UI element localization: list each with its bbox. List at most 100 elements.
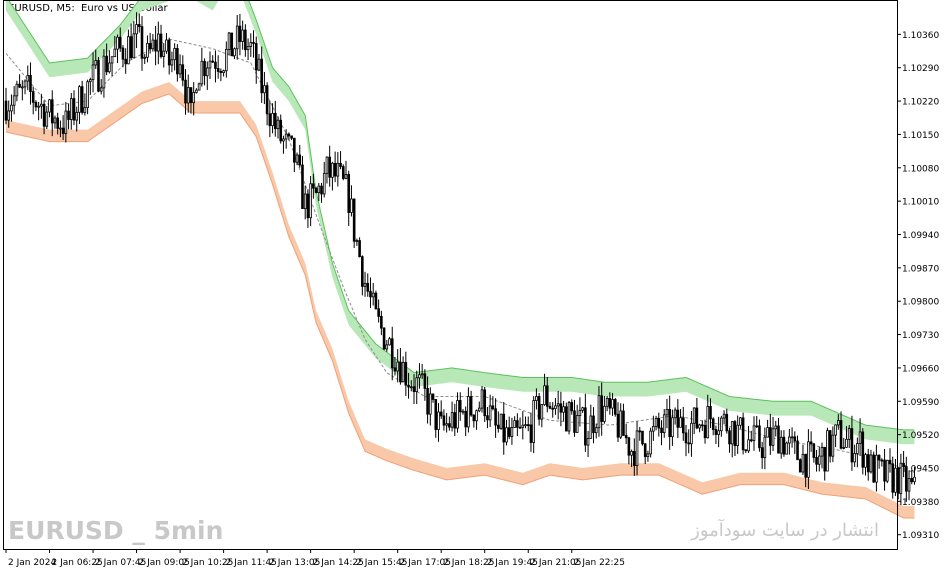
candle-body-bull — [99, 87, 103, 92]
candle — [646, 450, 650, 462]
candle — [116, 34, 119, 63]
candle — [263, 71, 266, 105]
candle-body-bull — [513, 420, 516, 428]
candle — [483, 386, 487, 422]
candle-body-bear — [622, 410, 625, 436]
watermark-left: EURUSD _ 5min — [8, 516, 224, 545]
candle — [817, 446, 821, 472]
candle-body-bear — [238, 25, 242, 42]
candle-body-bull — [135, 24, 138, 35]
candle — [771, 416, 775, 452]
candle — [779, 430, 783, 459]
bands-layer — [5, 0, 915, 519]
candle — [396, 349, 399, 383]
candle-body-bear — [584, 407, 587, 446]
candle-body-bull — [401, 362, 405, 383]
candle — [760, 441, 764, 469]
candle-body-bull — [475, 410, 478, 422]
candle — [429, 387, 432, 426]
candle — [722, 410, 726, 425]
candle-body-bear — [714, 429, 718, 435]
time-tick-label: 2 Jan 10:25 — [182, 558, 233, 568]
candle — [252, 30, 255, 58]
candle-body-bear — [872, 454, 875, 483]
candle-body-bear — [643, 443, 647, 458]
upper-band-line — [7, 0, 915, 431]
candle-body-bull — [10, 104, 13, 112]
candle-body-bear — [80, 86, 84, 113]
candle — [233, 47, 236, 60]
candle — [124, 48, 127, 74]
candle-body-bull — [692, 407, 696, 424]
candle-body-bear — [265, 85, 269, 115]
candle-body-bull — [837, 420, 840, 426]
price-tick-label: 1.09310 — [902, 531, 939, 541]
candle — [374, 290, 378, 310]
time-tick-label: 2 Jan 15:45 — [356, 558, 407, 568]
candle-body-bull — [662, 414, 666, 434]
candle-body-bear — [668, 409, 671, 438]
candle-body-bull — [630, 450, 633, 456]
candle-body-bull — [635, 430, 639, 467]
candle-body-bull — [747, 439, 750, 452]
candle — [785, 441, 788, 455]
candle-body-bear — [252, 41, 255, 44]
candle-body-bear — [497, 424, 500, 429]
candle-body-bull — [654, 418, 658, 427]
candle-body-bear — [657, 418, 661, 429]
candle — [415, 370, 419, 405]
candle — [720, 415, 723, 437]
candle — [883, 449, 886, 491]
candle — [804, 453, 807, 488]
candle-body-bear — [453, 412, 457, 429]
candle-body-bear — [755, 425, 759, 428]
candle-body-bull — [736, 424, 739, 447]
candle-body-bull — [739, 417, 742, 426]
candle — [279, 114, 283, 144]
candle-body-bear — [823, 447, 827, 472]
candle-body-bear — [725, 413, 729, 432]
timeframe-label: M5 — [56, 3, 72, 14]
candle-body-bull — [831, 434, 835, 457]
candle — [543, 373, 546, 406]
candle — [143, 53, 147, 65]
candle-body-bull — [521, 424, 525, 428]
candle-body-bear — [412, 386, 416, 393]
candle — [905, 456, 908, 502]
candle-body-bull — [350, 198, 353, 213]
candle-body-bear — [760, 447, 764, 458]
candle-body-bear — [301, 164, 304, 209]
candle — [146, 35, 149, 63]
candle-body-bull — [303, 193, 307, 209]
candle — [208, 51, 212, 80]
plot-frame — [3, 0, 898, 550]
candle-body-bear — [877, 454, 881, 461]
candle — [910, 469, 914, 485]
candle — [295, 152, 299, 166]
candle-body-bull — [86, 81, 89, 109]
candle-body-bear — [140, 26, 144, 59]
candle — [113, 35, 117, 58]
candle-body-bear — [320, 185, 323, 195]
candle — [907, 471, 911, 501]
candle — [437, 403, 440, 442]
candle-body-bull — [671, 417, 674, 438]
candle-body-bull — [418, 374, 421, 379]
candle-body-bull — [826, 430, 829, 472]
candle — [260, 46, 263, 103]
candle — [246, 38, 250, 60]
candle — [363, 271, 367, 297]
candle — [798, 458, 802, 473]
candle-body-bear — [828, 430, 832, 457]
candle-body-bear — [551, 407, 555, 410]
candle — [788, 429, 791, 455]
candle-body-bull — [78, 86, 81, 113]
candle-body-bull — [790, 436, 794, 439]
candle — [314, 186, 318, 194]
candle — [254, 36, 258, 84]
candle — [167, 37, 171, 75]
candle — [173, 43, 176, 71]
candle — [64, 101, 68, 143]
candle — [706, 394, 710, 439]
